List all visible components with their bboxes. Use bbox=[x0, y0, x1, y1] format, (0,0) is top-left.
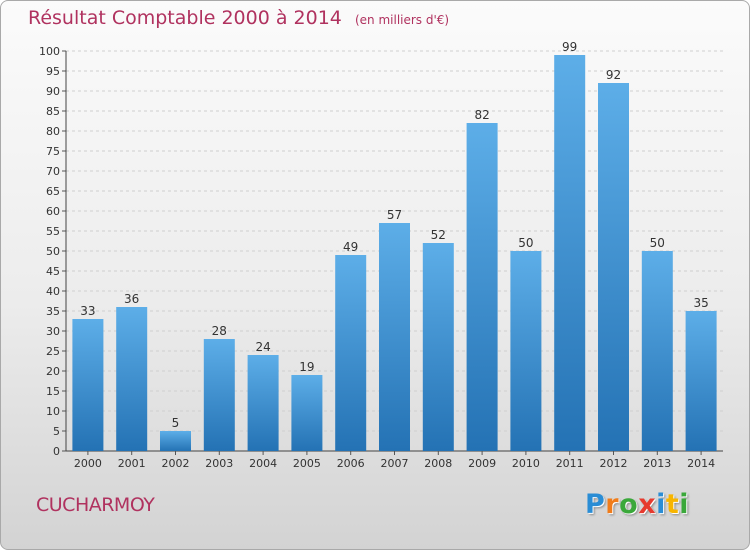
bar-value-label: 24 bbox=[255, 340, 270, 354]
bar-value-label: 5 bbox=[172, 416, 180, 430]
commune-name: CUCHARMOY bbox=[36, 494, 155, 516]
y-tick-label: 95 bbox=[46, 65, 60, 78]
bar bbox=[510, 251, 542, 451]
bar bbox=[247, 355, 279, 451]
y-tick-label: 65 bbox=[46, 185, 60, 198]
logo-letter: r bbox=[605, 489, 620, 520]
x-tick-label: 2013 bbox=[643, 457, 671, 470]
x-tick-label: 2007 bbox=[381, 457, 409, 470]
bar-value-label: 50 bbox=[518, 236, 533, 250]
y-tick-label: 10 bbox=[46, 405, 60, 418]
x-tick-label: 2014 bbox=[687, 457, 715, 470]
y-tick-label: 80 bbox=[46, 125, 60, 138]
y-tick-label: 50 bbox=[46, 245, 60, 258]
x-tick-label: 2005 bbox=[293, 457, 321, 470]
y-tick-label: 40 bbox=[46, 285, 60, 298]
bar bbox=[685, 311, 717, 451]
logo-letter: P bbox=[585, 489, 606, 520]
y-tick-label: 15 bbox=[46, 385, 60, 398]
bar bbox=[203, 339, 235, 451]
y-tick-label: 35 bbox=[46, 305, 60, 318]
bar bbox=[466, 123, 498, 451]
logo-letter: x bbox=[638, 489, 657, 520]
x-tick-label: 2009 bbox=[468, 457, 496, 470]
bar-value-label: 35 bbox=[693, 296, 708, 310]
bar-value-label: 92 bbox=[606, 68, 621, 82]
bar bbox=[116, 307, 148, 451]
bar bbox=[291, 375, 323, 451]
chart-unit-label: (en milliers d'€) bbox=[354, 13, 450, 27]
y-tick-label: 20 bbox=[46, 365, 60, 378]
logo-letter: i bbox=[656, 489, 666, 520]
bar-value-label: 99 bbox=[562, 40, 577, 54]
bar-value-label: 82 bbox=[474, 108, 489, 122]
y-tick-label: 70 bbox=[46, 165, 60, 178]
chart-title-text: Résultat Comptable 2000 à 2014 bbox=[28, 7, 342, 29]
bar-value-label: 19 bbox=[299, 360, 314, 374]
y-tick-label: 90 bbox=[46, 85, 60, 98]
bar bbox=[598, 83, 629, 451]
bar-value-label: 49 bbox=[343, 240, 358, 254]
bar-value-label: 57 bbox=[387, 208, 402, 222]
y-tick-label: 25 bbox=[46, 345, 60, 358]
bar-value-label: 52 bbox=[431, 228, 446, 242]
x-tick-label: 2010 bbox=[512, 457, 540, 470]
bar-value-label: 28 bbox=[212, 324, 227, 338]
y-tick-label: 85 bbox=[46, 105, 60, 118]
bar bbox=[335, 255, 367, 451]
bar bbox=[422, 243, 454, 451]
y-tick-label: 30 bbox=[46, 325, 60, 338]
x-tick-label: 2008 bbox=[424, 457, 452, 470]
bar-value-label: 50 bbox=[650, 236, 665, 250]
proxiti-logo: Proxiti bbox=[585, 489, 689, 520]
x-tick-label: 2002 bbox=[162, 457, 190, 470]
x-tick-label: 2011 bbox=[556, 457, 584, 470]
x-tick-label: 2012 bbox=[600, 457, 628, 470]
y-tick-label: 55 bbox=[46, 225, 60, 238]
y-tick-label: 0 bbox=[53, 445, 60, 458]
x-tick-label: 2000 bbox=[74, 457, 102, 470]
bar bbox=[641, 251, 673, 451]
bar bbox=[554, 55, 586, 451]
logo-letter: i bbox=[679, 489, 690, 520]
x-tick-label: 2003 bbox=[205, 457, 233, 470]
chart-title: Résultat Comptable 2000 à 2014 (en milli… bbox=[28, 7, 449, 29]
logo-letter: o bbox=[619, 489, 639, 520]
x-tick-label: 2004 bbox=[249, 457, 277, 470]
x-tick-label: 2006 bbox=[337, 457, 365, 470]
y-tick-label: 60 bbox=[46, 205, 60, 218]
bar-value-label: 36 bbox=[124, 292, 139, 306]
y-tick-label: 5 bbox=[53, 425, 60, 438]
bar-value-label: 33 bbox=[80, 304, 95, 318]
bar bbox=[160, 431, 191, 451]
bar bbox=[379, 223, 410, 451]
y-tick-label: 75 bbox=[46, 145, 60, 158]
x-tick-label: 2001 bbox=[118, 457, 146, 470]
logo-letter: t bbox=[665, 489, 680, 520]
y-tick-label: 100 bbox=[39, 45, 60, 58]
bar bbox=[72, 319, 104, 451]
y-tick-label: 45 bbox=[46, 265, 60, 278]
